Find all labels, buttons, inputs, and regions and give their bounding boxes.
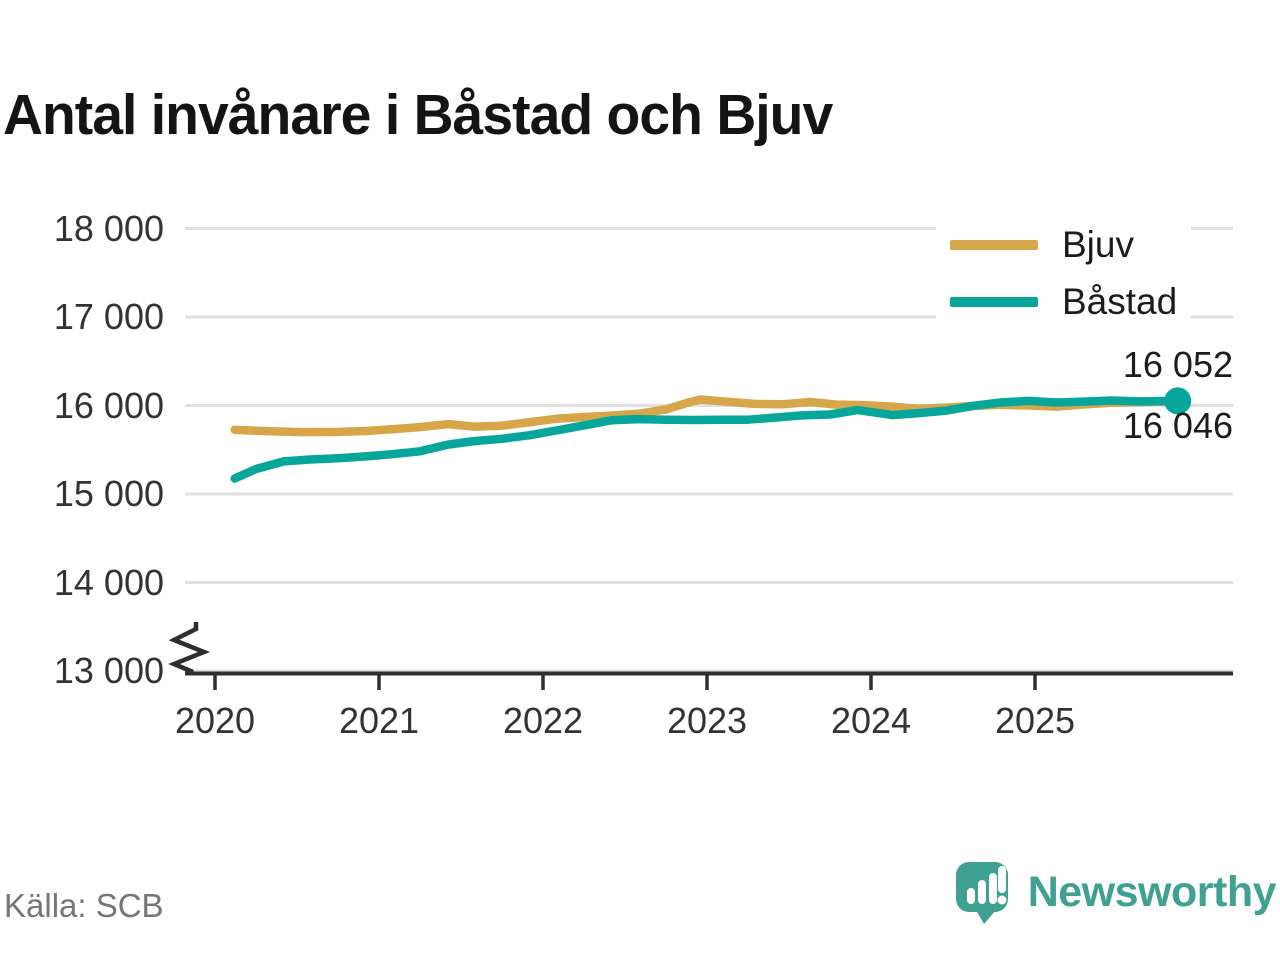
y-axis-tick-label: 13 000 <box>53 650 164 691</box>
x-axis-tick-label: 2025 <box>994 700 1076 741</box>
newsworthy-speech-bubble-chart-icon <box>955 862 1008 924</box>
end-value-label-bjuv: 16 046 <box>1122 405 1233 447</box>
x-axis-tick-label: 2022 <box>502 700 584 741</box>
legend-swatch-bastad-icon <box>950 296 1038 307</box>
x-axis-tick-label: 2024 <box>830 700 912 741</box>
y-axis-tick-label: 18 000 <box>53 207 164 249</box>
chart-legend: Bjuv Båstad <box>936 219 1192 331</box>
legend-swatch-bjuv-icon <box>950 239 1038 250</box>
series-end-dot <box>1164 387 1192 415</box>
legend-item-bjuv: Bjuv <box>950 225 1177 264</box>
newsworthy-wordmark: Newsworthy <box>1027 868 1277 916</box>
legend-item-bastad: Båstad <box>950 282 1177 321</box>
chart-title: Antal invånare i Båstad och Bjuv <box>3 83 833 148</box>
newsworthy-logo: Newsworthy <box>950 858 1277 926</box>
y-axis-tick-label: 16 000 <box>53 384 164 426</box>
axis-break-icon <box>168 622 211 675</box>
y-axis-tick-label: 14 000 <box>53 561 164 603</box>
end-value-label-bastad: 16 052 <box>1122 343 1233 385</box>
y-axis-tick-label: 15 000 <box>53 473 164 514</box>
legend-label-bjuv: Bjuv <box>1062 224 1134 265</box>
x-axis-tick-label: 2020 <box>174 700 256 741</box>
y-axis-tick-label: 17 000 <box>53 296 164 337</box>
line-series-bastad <box>230 396 1182 483</box>
x-axis-tick-label: 2021 <box>338 700 420 741</box>
source-note: Källa: SCB <box>4 887 164 924</box>
legend-label-bastad: Båstad <box>1062 281 1178 322</box>
x-axis-tick-label: 2023 <box>666 700 748 741</box>
